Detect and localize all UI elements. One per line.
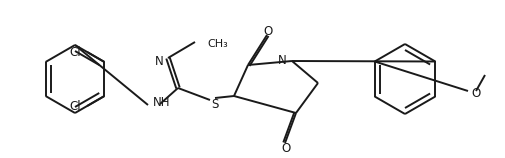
Text: O: O	[281, 142, 290, 155]
Text: Cl: Cl	[69, 100, 81, 112]
Text: CH₃: CH₃	[207, 39, 227, 49]
Text: N: N	[278, 54, 286, 67]
Text: Cl: Cl	[69, 46, 81, 58]
Text: S: S	[211, 97, 218, 110]
Text: N: N	[155, 55, 164, 67]
Text: NH: NH	[153, 95, 170, 109]
Text: O: O	[470, 86, 479, 100]
Text: O: O	[263, 24, 272, 37]
